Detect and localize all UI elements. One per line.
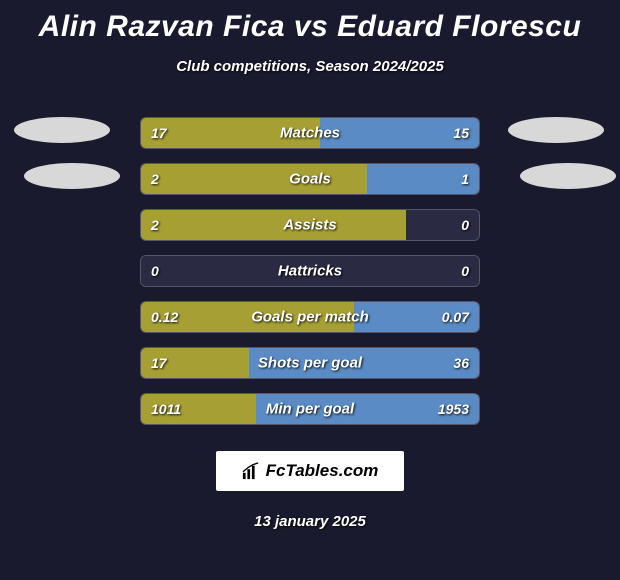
stat-value-left: 2 (151, 171, 159, 187)
player-silhouette (24, 163, 120, 189)
stat-value-right: 0 (461, 263, 469, 279)
stat-label: Min per goal (266, 401, 354, 418)
stat-label: Goals per match (251, 309, 369, 326)
stat-label: Goals (289, 171, 331, 188)
page-title: Alin Razvan Fica vs Eduard Florescu (39, 10, 582, 44)
player-silhouette (14, 117, 110, 143)
fctables-logo: FcTables.com (216, 451, 405, 491)
stat-value-left: 1011 (151, 401, 181, 417)
stat-value-left: 0 (151, 263, 159, 279)
stat-row: 2 0 Assists (140, 209, 480, 241)
stat-row: 17 15 Matches (140, 117, 480, 149)
subtitle: Club competitions, Season 2024/2025 (176, 58, 444, 75)
logo-text: FcTables.com (266, 461, 379, 481)
stat-value-right: 36 (453, 355, 469, 371)
stat-row: 17 36 Shots per goal (140, 347, 480, 379)
stat-value-left: 0.12 (151, 309, 178, 325)
chart-icon (242, 462, 260, 480)
stat-value-right: 0.07 (442, 309, 469, 325)
stat-value-right: 1 (461, 171, 469, 187)
date-label: 13 january 2025 (254, 513, 366, 530)
stat-row: 2 1 Goals (140, 163, 480, 195)
stat-bar-left (141, 210, 406, 240)
stat-row: 0.12 0.07 Goals per match (140, 301, 480, 333)
stat-label: Matches (280, 125, 340, 142)
stat-value-left: 2 (151, 217, 159, 233)
stat-label: Shots per goal (258, 355, 362, 372)
comparison-chart: 17 15 Matches 2 1 Goals 2 0 Assists 0 0 Hattricks 0.… (0, 117, 620, 425)
stat-label: Hattricks (278, 263, 342, 280)
stat-value-right: 0 (461, 217, 469, 233)
stat-label: Assists (283, 217, 336, 234)
player-silhouette (508, 117, 604, 143)
stat-row: 1011 1953 Min per goal (140, 393, 480, 425)
stat-bar-left (141, 164, 367, 194)
stat-value-right: 1953 (438, 401, 469, 417)
stat-value-left: 17 (151, 125, 167, 141)
stat-row: 0 0 Hattricks (140, 255, 480, 287)
stat-value-left: 17 (151, 355, 167, 371)
stat-value-right: 15 (453, 125, 469, 141)
player-silhouette (520, 163, 616, 189)
